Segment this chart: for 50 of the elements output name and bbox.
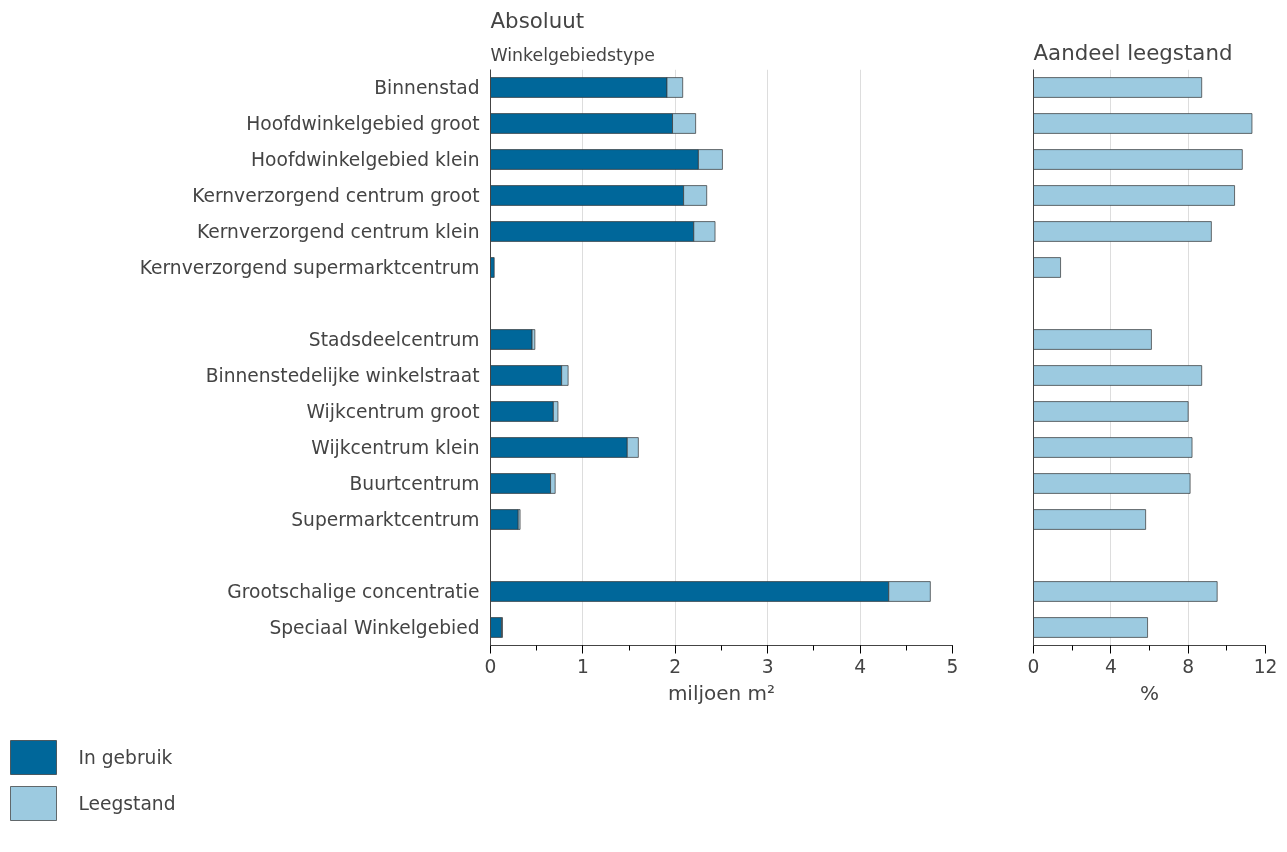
x-tick-label: 8 xyxy=(1182,655,1195,677)
x-tick-label: 2 xyxy=(669,655,682,677)
y-axis-title: Winkelgebiedstype xyxy=(490,44,655,65)
legend-label: In gebruik xyxy=(78,747,173,768)
bar xyxy=(1033,149,1243,170)
y-tick-label: Supermarktcentrum xyxy=(291,509,480,530)
bar xyxy=(490,617,503,638)
y-tick-label: Binnenstedelijke winkelstraat xyxy=(205,365,480,386)
y-tick-label: Hoofdwinkelgebied groot xyxy=(246,113,480,134)
bar xyxy=(490,257,495,278)
bar xyxy=(1033,185,1236,206)
bar xyxy=(490,509,519,530)
bar xyxy=(1033,221,1212,242)
chart-title: Aandeel leegstand xyxy=(1033,39,1233,65)
legend-label: Leegstand xyxy=(78,793,176,814)
x-tick-label: 1 xyxy=(576,655,589,677)
x-tick-label: 12 xyxy=(1253,655,1278,677)
y-tick-label: Kernverzorgend centrum klein xyxy=(196,221,480,242)
y-tick-label: Binnenstad xyxy=(374,77,480,98)
bar xyxy=(1033,113,1253,134)
x-tick-label: 4 xyxy=(854,655,867,677)
bar xyxy=(1033,509,1147,530)
x-tick-label: 0 xyxy=(1027,655,1040,677)
x-tick-label: 3 xyxy=(761,655,774,677)
bar xyxy=(1033,365,1203,386)
bar xyxy=(1033,401,1189,422)
y-tick-label: Wijkcentrum klein xyxy=(311,437,480,458)
bar xyxy=(490,473,552,494)
bar xyxy=(490,329,533,350)
x-tick-label: 5 xyxy=(946,655,959,677)
x-axis-title: % xyxy=(1140,680,1160,705)
y-tick-label: Stadsdeelcentrum xyxy=(308,329,480,350)
bar xyxy=(1033,473,1191,494)
x-tick-label: 0 xyxy=(484,655,497,677)
bar xyxy=(1033,617,1149,638)
bar xyxy=(1033,257,1062,278)
bar xyxy=(1033,77,1203,98)
bar xyxy=(1033,437,1193,458)
y-tick-label: Hoofdwinkelgebied klein xyxy=(251,149,480,170)
y-tick-label: Kernverzorgend supermarktcentrum xyxy=(139,257,480,278)
y-tick-label: Grootschalige concentratie xyxy=(227,581,480,602)
y-tick-label: Kernverzorgend centrum groot xyxy=(192,185,480,206)
bar xyxy=(1033,329,1152,350)
y-tick-label: Buurtcentrum xyxy=(349,473,480,494)
x-axis-title: miljoen m² xyxy=(667,680,776,705)
bar xyxy=(1033,581,1218,602)
chart-title: Absoluut xyxy=(490,7,585,33)
y-tick-label: Speciaal Winkelgebied xyxy=(269,617,480,638)
y-tick-label: Wijkcentrum groot xyxy=(306,401,480,422)
x-tick-label: 4 xyxy=(1104,655,1117,677)
